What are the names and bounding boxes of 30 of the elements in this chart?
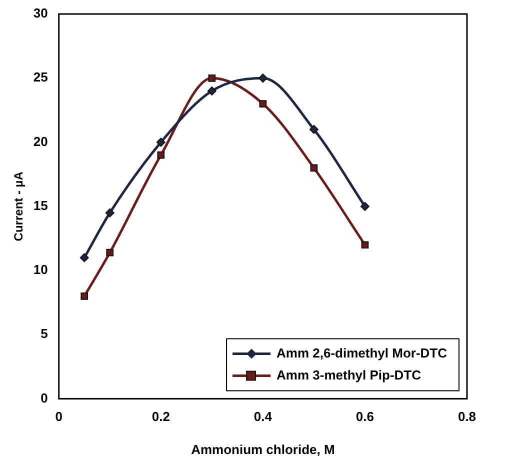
y-tick-label: 10 [33, 262, 48, 278]
point [208, 74, 216, 82]
y-tick-label: 20 [33, 134, 48, 149]
point [258, 74, 268, 83]
x-axis-title: Ammonium chloride, M [191, 442, 335, 457]
y-tick-label: 25 [33, 70, 48, 85]
y-tick-label: 0 [40, 390, 48, 406]
x-tick-label: 0.2 [152, 409, 170, 424]
legend-label: Amm 2,6-dimethyl Mor-DTC [276, 345, 448, 360]
y-tick-label: 15 [33, 198, 48, 213]
point [80, 292, 88, 300]
point [106, 248, 114, 256]
point [156, 138, 166, 147]
x-tick-label: 0 [55, 409, 62, 424]
point [105, 208, 114, 218]
y-tick-label: 5 [40, 326, 48, 342]
point [310, 164, 318, 172]
point [309, 124, 318, 134]
point [259, 100, 267, 108]
x-tick-label: 0.4 [254, 409, 273, 424]
legend-label: Amm 3-methyl Pip-DTC [276, 367, 422, 382]
x-tick-label: 0.6 [356, 409, 374, 424]
y-tick-label: 30 [33, 6, 48, 21]
point [360, 202, 370, 211]
point [80, 253, 89, 262]
point [207, 86, 216, 96]
x-tick-label: 0.8 [458, 409, 476, 424]
y-axis-title: Current - µA [12, 171, 26, 242]
point [361, 241, 369, 249]
point [157, 151, 165, 159]
